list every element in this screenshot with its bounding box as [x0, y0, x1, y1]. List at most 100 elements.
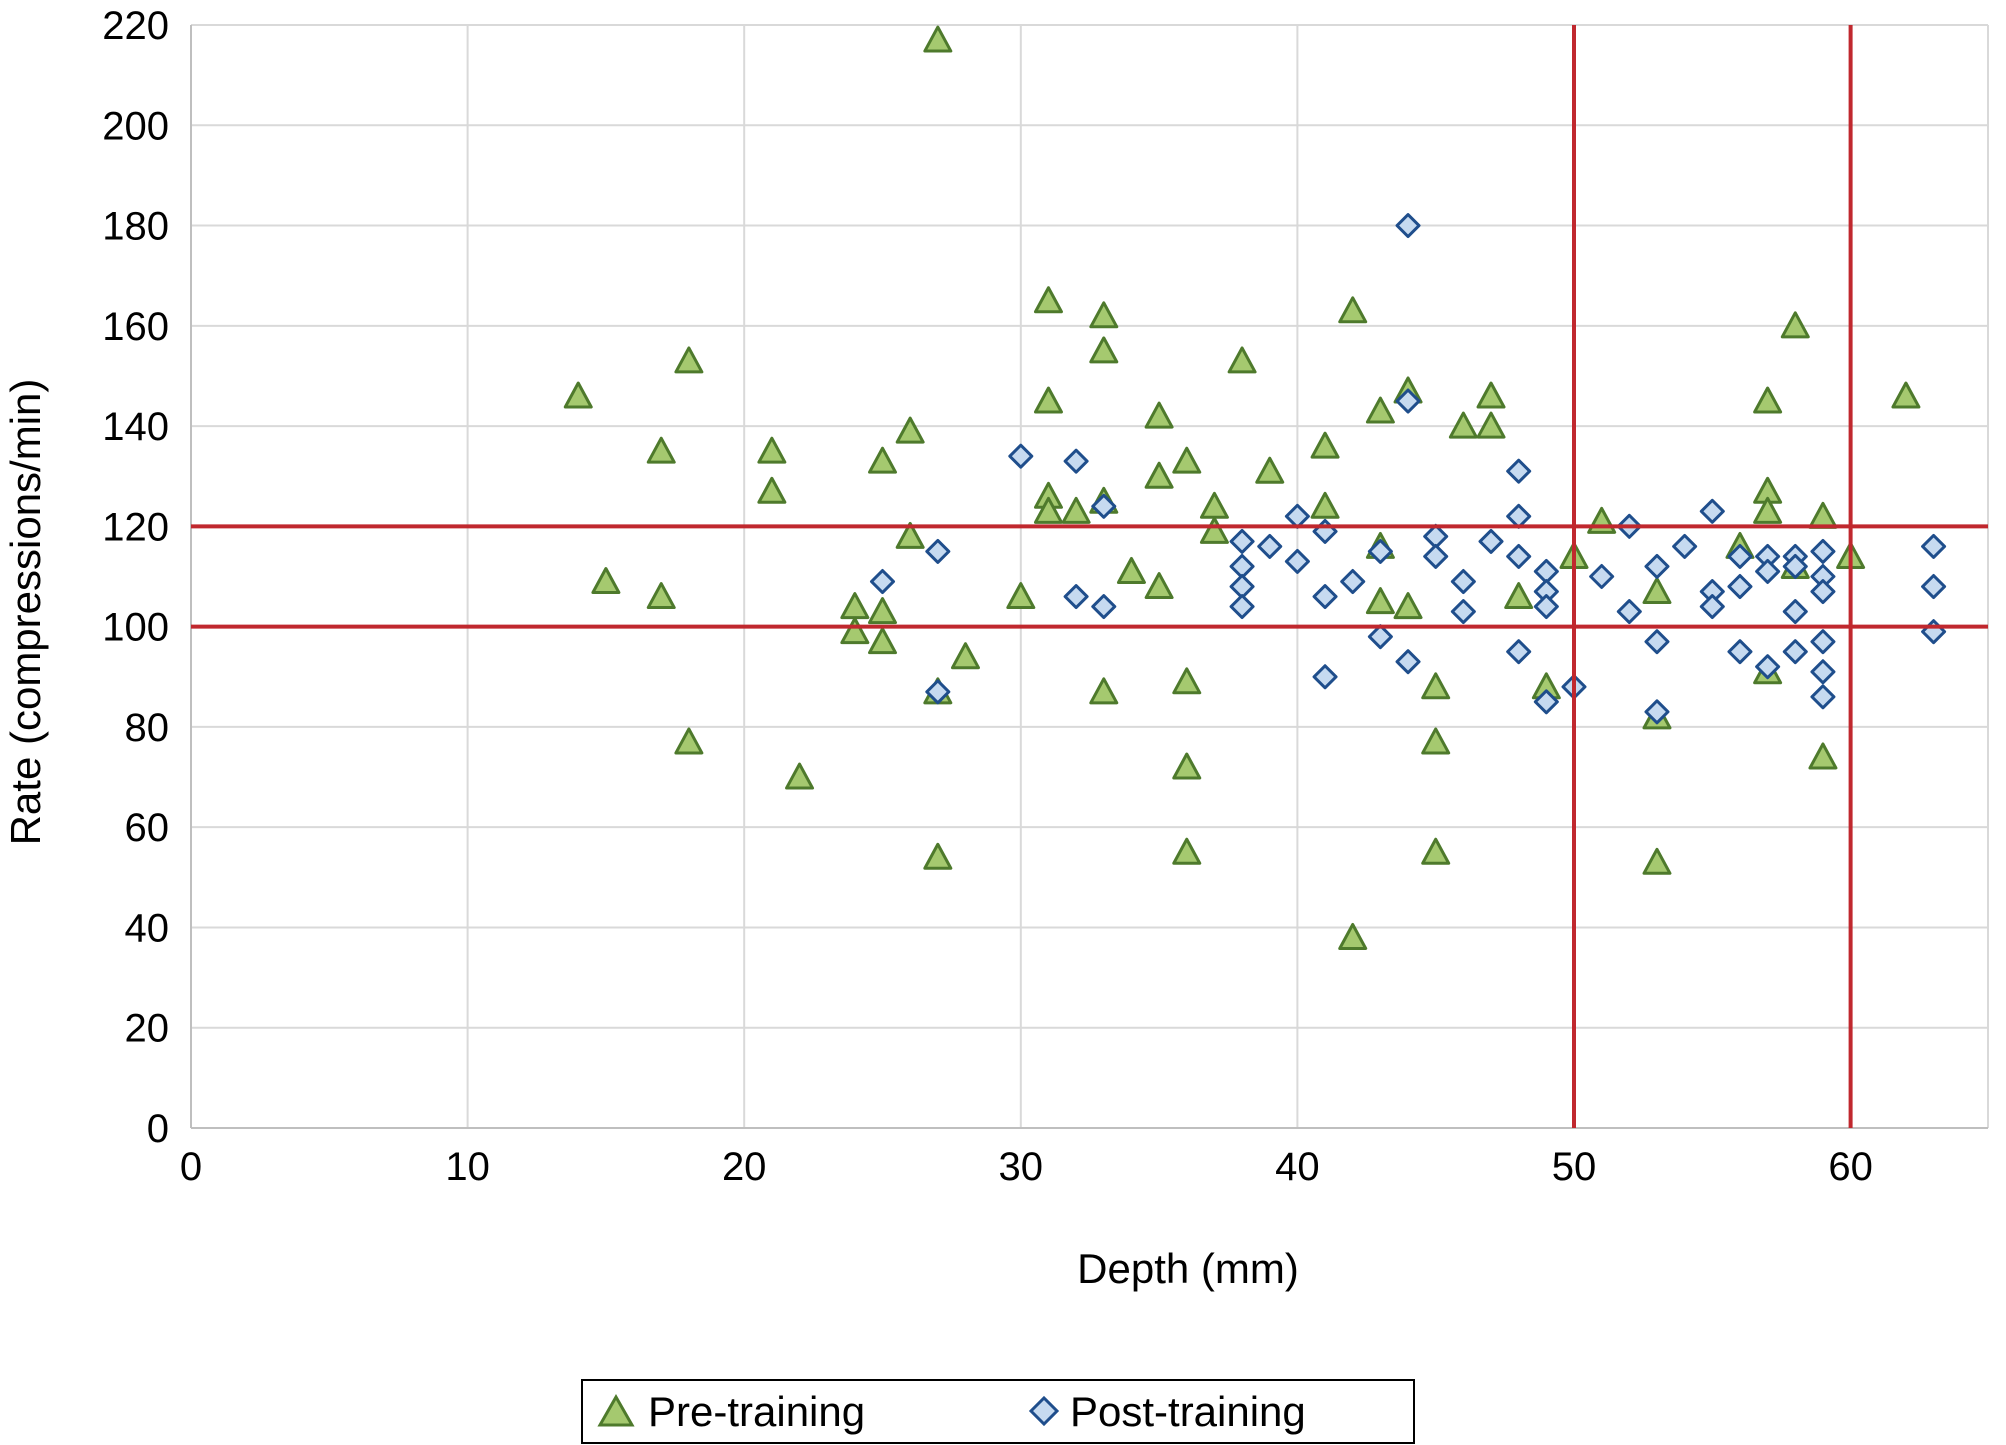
pre-training-point-20 — [1006, 582, 1036, 610]
pre-training-point-19 — [950, 642, 980, 670]
legend-label-pre-training: Pre-training — [648, 1388, 865, 1435]
y-tick-label-80: 80 — [125, 706, 170, 750]
pre-training-point-6 — [674, 727, 704, 755]
pre-training-point-12 — [868, 446, 897, 474]
post-training-point-22 — [1395, 388, 1421, 414]
pre-training-point-14 — [868, 627, 897, 655]
post-training-point-11 — [1229, 594, 1255, 620]
y-axis-title: Rate (compressions/min) — [2, 379, 49, 846]
post-training-point-19 — [1367, 538, 1393, 564]
post-training-point-42 — [1644, 629, 1670, 655]
pre-training-point-55 — [1476, 381, 1506, 409]
post-training-point-14 — [1284, 548, 1310, 574]
x-tick-label-60: 60 — [1828, 1145, 1873, 1189]
y-tick-label-180: 180 — [102, 205, 169, 249]
pre-training-point-34 — [1172, 446, 1202, 474]
pre-training-point-69 — [1780, 311, 1810, 339]
pre-training-point-22 — [1033, 386, 1063, 414]
legend-label-post-training: Post-training — [1070, 1388, 1306, 1435]
pre-training-point-46 — [1365, 396, 1395, 424]
post-training-point-56 — [1782, 599, 1808, 625]
y-tick-label-0: 0 — [147, 1107, 169, 1151]
post-training-point-64 — [1921, 533, 1947, 559]
post-training-point-27 — [1450, 599, 1476, 625]
post-training-point-60 — [1810, 579, 1836, 605]
post-training-point-65 — [1921, 574, 1947, 600]
post-training-point-5 — [1063, 584, 1089, 610]
pre-training-point-54 — [1448, 411, 1478, 439]
post-training-point-52 — [1755, 558, 1781, 584]
plot-frame — [190, 25, 1988, 1129]
pre-training-point-13 — [868, 597, 897, 625]
post-training-point-16 — [1312, 584, 1338, 610]
post-training-point-47 — [1699, 594, 1725, 620]
pre-training-point-3 — [646, 436, 676, 464]
post-training-point-8 — [1229, 528, 1255, 554]
pre-training-point-25 — [1061, 496, 1091, 524]
pre-training-point-36 — [1172, 752, 1202, 780]
tick-labels: 0 20 40 60 80 100 120 140 160 180 200 220 0 10 20 30 40 5… — [102, 4, 1873, 1189]
post-training-point-23 — [1395, 649, 1421, 675]
pre-training-point-74 — [1891, 381, 1921, 409]
y-tick-label-160: 160 — [102, 305, 169, 349]
pre-training-point-27 — [1089, 336, 1119, 364]
post-training-point-61 — [1810, 629, 1836, 655]
post-training-point-12 — [1257, 533, 1283, 559]
pre-training-point-40 — [1227, 346, 1257, 374]
pre-training-point-26 — [1089, 301, 1119, 329]
pre-training-point-32 — [1144, 461, 1174, 489]
post-training-point-57 — [1782, 639, 1808, 665]
post-training-point-63 — [1810, 684, 1836, 710]
pre-training-point-8 — [757, 476, 787, 504]
post-training-point-48 — [1727, 543, 1753, 569]
x-tick-label-20: 20 — [722, 1145, 767, 1189]
pre-training-point-57 — [1504, 582, 1534, 610]
pre-training-point-56 — [1476, 411, 1506, 439]
post-training-point-49 — [1727, 574, 1753, 600]
pre-training-point-0 — [923, 25, 953, 53]
y-tick-label-20: 20 — [125, 1007, 170, 1051]
post-training-point-1 — [925, 538, 951, 564]
pre-training-point-2 — [591, 567, 621, 595]
x-tick-label-10: 10 — [445, 1145, 490, 1189]
x-tick-label-0: 0 — [180, 1145, 202, 1189]
legend-diamond-icon — [1028, 1395, 1060, 1427]
post-training-point-58 — [1810, 538, 1836, 564]
pre-training-point-35 — [1172, 667, 1202, 695]
pre-training-point-51 — [1421, 672, 1451, 700]
post-training-point-32 — [1506, 639, 1532, 665]
post-training-point-35 — [1533, 594, 1559, 620]
post-training-point-3 — [1008, 443, 1034, 469]
pre-training-point-48 — [1365, 587, 1395, 615]
pre-training-point-29 — [1089, 677, 1119, 705]
y-tick-label-100: 100 — [102, 606, 169, 650]
post-training-point-18 — [1340, 569, 1366, 595]
post-training-point-62 — [1810, 659, 1836, 685]
y-tick-label-40: 40 — [125, 906, 170, 950]
pre-training-point-21 — [1033, 286, 1063, 314]
pre-training-point-43 — [1310, 491, 1340, 519]
pre-training-point-4 — [646, 582, 676, 610]
x-tick-label-40: 40 — [1275, 1145, 1320, 1189]
post-training-point-55 — [1782, 553, 1808, 579]
post-training-point-25 — [1423, 543, 1449, 569]
x-tick-label-50: 50 — [1552, 1145, 1597, 1189]
post-training-point-43 — [1644, 699, 1670, 725]
post-training-point-0 — [870, 569, 895, 595]
post-training-point-44 — [1672, 533, 1698, 559]
post-training-point-38 — [1589, 564, 1615, 589]
y-tick-label-220: 220 — [102, 4, 169, 48]
pre-training-point-11 — [840, 617, 870, 645]
post-training-point-26 — [1450, 569, 1476, 595]
pre-training-point-16 — [895, 521, 925, 549]
pre-training-point-52 — [1421, 727, 1451, 755]
post-training-point-53 — [1755, 654, 1781, 680]
pre-training-point-24 — [1033, 496, 1063, 524]
pre-training-point-50 — [1393, 592, 1423, 620]
post-training-point-4 — [1063, 448, 1089, 474]
pre-training-point-45 — [1338, 922, 1368, 950]
y-tick-label-140: 140 — [102, 405, 169, 449]
pre-training-point-5 — [674, 346, 704, 374]
legend-box — [581, 1379, 1415, 1444]
